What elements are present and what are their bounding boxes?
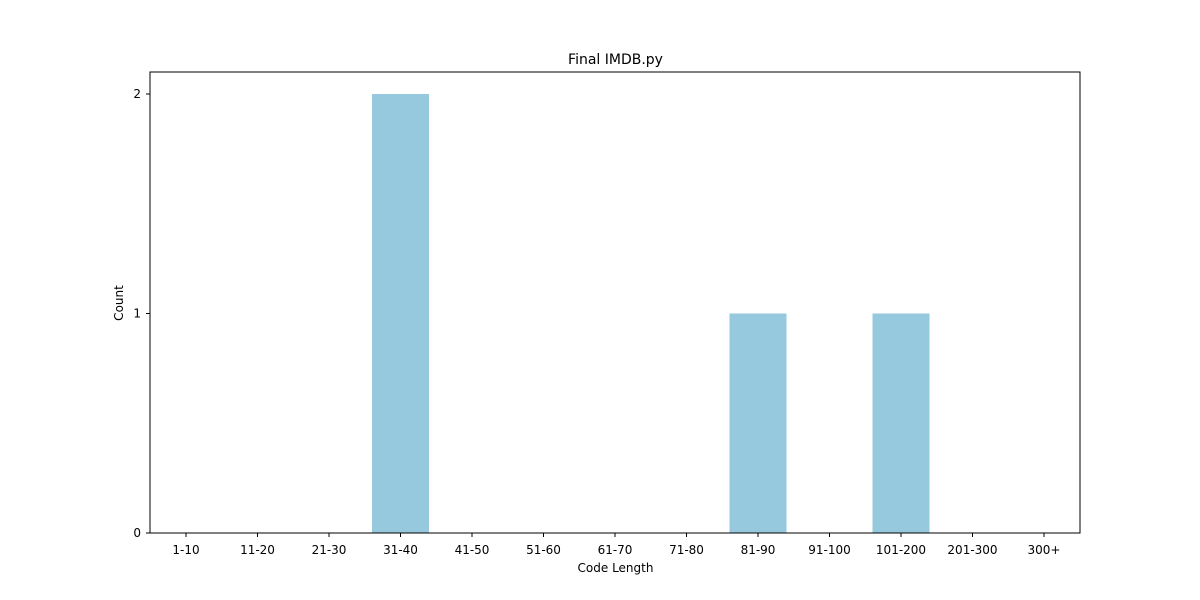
x-tick-label: 81-90 <box>741 543 776 557</box>
y-tick-label: 2 <box>133 87 141 101</box>
x-tick-label: 41-50 <box>455 543 490 557</box>
x-tick-label: 300+ <box>1028 543 1061 557</box>
y-tick-label: 0 <box>133 526 141 540</box>
x-tick-label: 21-30 <box>312 543 347 557</box>
x-tick-label: 91-100 <box>808 543 851 557</box>
y-tick-label: 1 <box>133 307 141 321</box>
bars-group <box>372 94 930 533</box>
x-tick-label: 61-70 <box>598 543 633 557</box>
chart-title: Final IMDB.py <box>568 52 663 68</box>
bar-101-200 <box>872 313 930 533</box>
x-tick-label: 71-80 <box>669 543 704 557</box>
x-tick-label: 1-10 <box>172 543 199 557</box>
bar-31-40 <box>372 94 429 533</box>
x-tick-label: 31-40 <box>383 543 418 557</box>
x-tick-label: 11-20 <box>240 543 275 557</box>
bar-81-90 <box>729 313 787 533</box>
x-tick-label: 201-300 <box>947 543 997 557</box>
y-axis-label: Count <box>112 285 126 321</box>
x-axis: 1-10 11-20 21-30 31-40 41-50 51-60 61-70 71-80 8… <box>172 533 1060 557</box>
plot-frame <box>149 71 1081 534</box>
x-axis-label: Code Length <box>578 561 654 575</box>
y-axis: 0 1 2 <box>133 87 150 540</box>
x-tick-label: 101-200 <box>876 543 926 557</box>
x-tick-label: 51-60 <box>526 543 561 557</box>
